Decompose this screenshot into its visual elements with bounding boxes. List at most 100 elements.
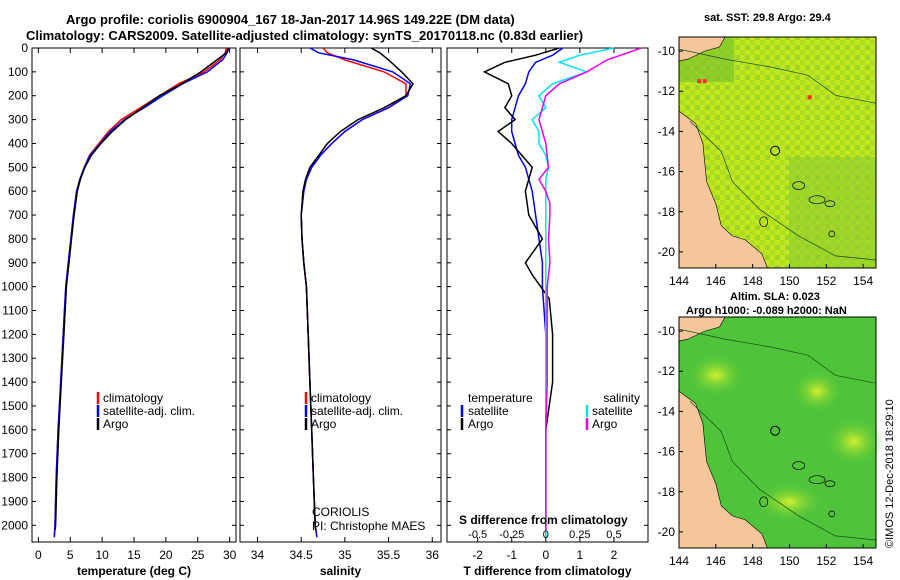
depth-contour [689, 401, 877, 541]
series-line-1 [53, 47, 230, 538]
legend-label: satellite-adj. clim. [103, 404, 195, 418]
map-y-tick-label: -14 [658, 404, 676, 418]
legend-label: climatology [103, 391, 163, 405]
depth-tick-label: 1500 [1, 399, 28, 413]
depth-tick-label: 300 [8, 113, 28, 127]
x2-tick-label: -0.25 [499, 529, 524, 541]
sst-cool-patch [789, 157, 876, 268]
legend-label: Argo [311, 417, 337, 431]
x-tick-label: -2 [472, 548, 483, 562]
depth-tick-label: 1900 [1, 494, 28, 508]
map-frame [678, 316, 877, 549]
depth-tick-label: 800 [8, 232, 28, 246]
x-tick-label: 15 [127, 548, 141, 562]
map-y-tick-label: -18 [658, 485, 676, 499]
legend-label: satellite-adj. clim. [311, 404, 403, 418]
reef-outline [824, 480, 836, 488]
x-axis-label: temperature (deg C) [77, 564, 191, 578]
panel-frame [446, 47, 649, 543]
series-line-0 [300, 47, 407, 538]
x2-tick-label: 0.5 [606, 529, 621, 541]
legend-label: Argo [592, 417, 618, 431]
depth-tick-label: 1800 [1, 471, 28, 485]
sla-map-title-line1: Altim. SLA: 0.023 [730, 291, 820, 303]
profile-panel-0: 0 5 10 15 20 25 30 temperature (deg C) climatolo… [31, 47, 237, 578]
map-y-tick-label: -20 [658, 525, 676, 539]
x-tick-label: 0 [542, 548, 549, 562]
x-tick-label: -1 [506, 548, 517, 562]
x-tick-label: 10 [95, 548, 109, 562]
sla-high-region [823, 416, 884, 467]
x-axis-label: T difference from climatology [463, 564, 631, 578]
panel-frame [31, 47, 237, 543]
sla-map: 144 146 148 150 152 154 -10 -12 -14 -16 -18 -20 [658, 316, 884, 568]
argo-position-marker [770, 425, 781, 436]
depth-tick-label: 900 [8, 256, 28, 270]
map-y-tick-label: -12 [658, 84, 676, 98]
depth-tick-label: 2000 [1, 518, 28, 532]
reef-outline [792, 461, 806, 470]
legend-heading: temperature [468, 391, 533, 405]
map-y-tick-label: -16 [658, 165, 676, 179]
sst-map: 144 146 148 150 152 154 -10 -12 -14 -16 -18 -20 [658, 36, 877, 288]
depth-tick-label: 1000 [1, 280, 28, 294]
legend-label: climatology [311, 391, 371, 405]
chart-title-line1: Argo profile: coriolis 6900904_167 18-Ja… [66, 12, 515, 27]
reef-outline [828, 230, 836, 238]
sla-map-title-line2: Argo h1000: -0.089 h2000: NaN [686, 305, 847, 317]
depth-contour [678, 328, 877, 384]
reef-outline [808, 195, 826, 205]
series-line-3 [538, 47, 642, 531]
credit-text: ©IMOS 12-Dec-2018 18:29:10 [884, 399, 896, 548]
sla-high-region [791, 369, 844, 414]
panel-frame [239, 47, 442, 543]
sst-hot-pixel [807, 95, 812, 100]
map-x-tick-label: 150 [779, 554, 799, 568]
sst-hot-pixel [702, 79, 707, 84]
series-line-0 [510, 47, 564, 538]
reef-outline [808, 475, 826, 485]
series-line-2 [300, 47, 414, 531]
x-tick-label: 30 [223, 548, 237, 562]
map-x-tick-label: 146 [706, 274, 726, 288]
map-y-tick-label: -18 [658, 205, 676, 219]
map-x-tick-label: 150 [779, 274, 799, 288]
map-x-tick-label: 152 [816, 554, 836, 568]
x-tick-label: 1 [577, 548, 584, 562]
x-tick-label: 25 [191, 548, 205, 562]
depth-contour [678, 48, 877, 104]
series-line-2 [54, 47, 229, 531]
depth-tick-label: 1100 [2, 304, 28, 318]
map-y-tick-label: -14 [658, 124, 676, 138]
reef-outline [824, 200, 836, 208]
map-y-tick-label: -12 [658, 364, 676, 378]
profile-panel-2: -2 -1 0 1 2 T difference from climatology temp… [446, 47, 649, 578]
depth-tick-label: 700 [8, 208, 28, 222]
x-tick-label: 34.5 [289, 548, 313, 562]
reef-outline [759, 216, 769, 228]
x-tick-label: 5 [67, 548, 74, 562]
sst-map-title: sat. SST: 29.8 Argo: 29.4 [704, 12, 831, 24]
map-y-tick-label: -16 [658, 445, 676, 459]
map-y-tick-label: -10 [658, 44, 676, 58]
series-line-1 [482, 47, 560, 531]
legend-label: satellite [592, 404, 633, 418]
map-x-tick-label: 144 [669, 274, 689, 288]
sst-hot-pixel [697, 79, 702, 84]
argo-position-marker [770, 145, 781, 156]
map-y-tick-label: -20 [658, 245, 676, 259]
legend-heading: salinity [603, 391, 640, 405]
x-tick-label: 2 [611, 548, 618, 562]
series-line-0 [53, 47, 228, 538]
map-x-tick-label: 154 [853, 554, 873, 568]
legend-label: Argo [103, 417, 129, 431]
depth-tick-label: 600 [8, 184, 28, 198]
x2-axis-label: S difference from climatology [459, 513, 628, 527]
legend-label: Argo [468, 417, 494, 431]
x2-tick-label: -0.5 [468, 529, 487, 541]
depth-tick-label: 1700 [1, 447, 28, 461]
depth-tick-label: 200 [8, 89, 28, 103]
reef-outline [792, 181, 806, 190]
x-tick-label: 35.5 [377, 548, 401, 562]
